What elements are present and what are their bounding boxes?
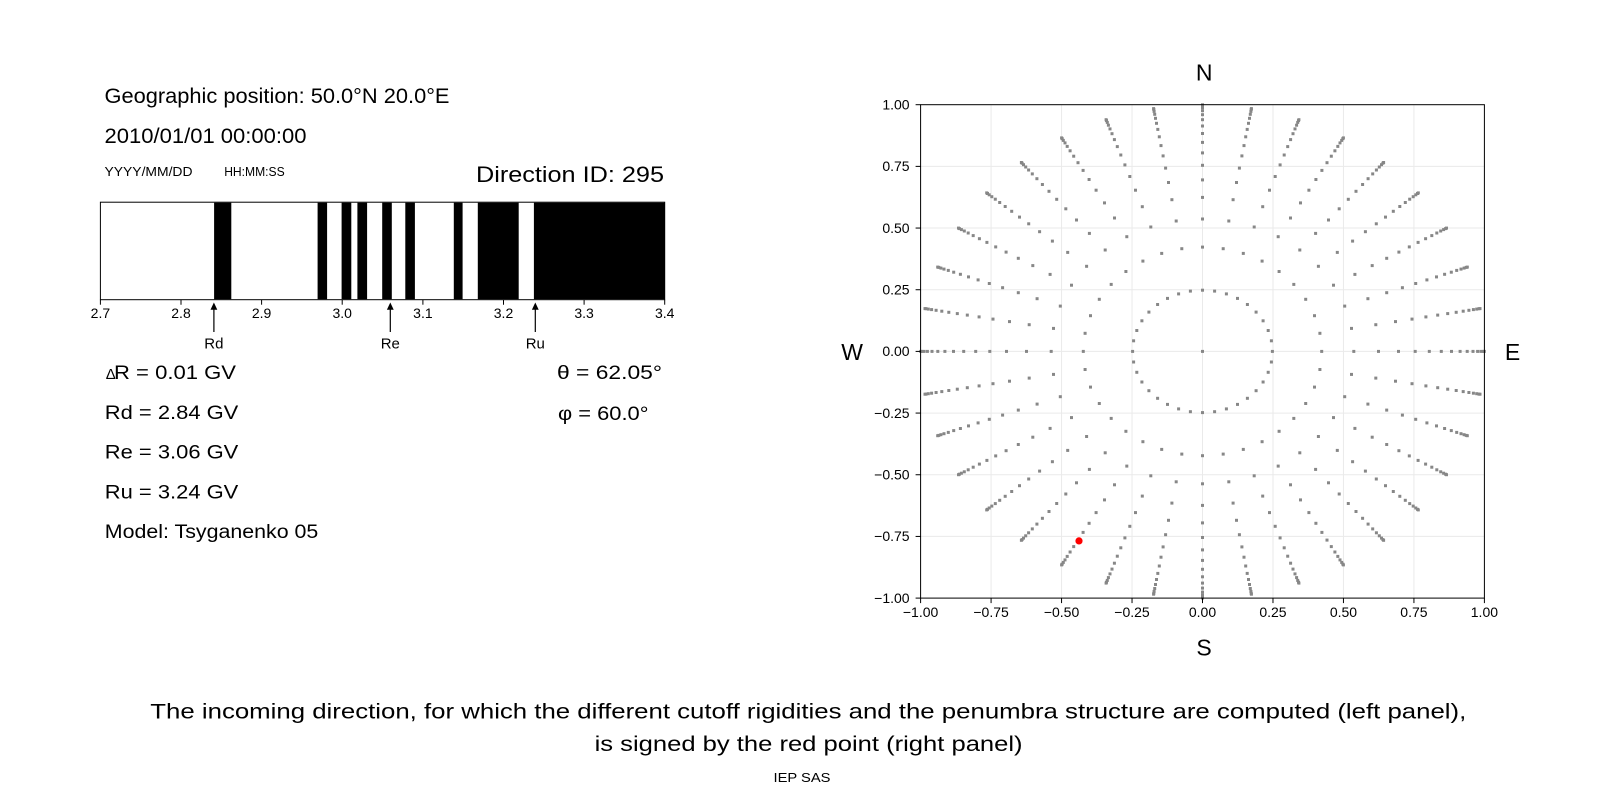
svg-text:YYYY/MM/DD: YYYY/MM/DD	[105, 164, 193, 179]
svg-text:−0.75: −0.75	[973, 604, 1009, 620]
svg-text:0.00: 0.00	[882, 343, 909, 359]
svg-text:−0.75: −0.75	[874, 528, 910, 544]
svg-text:3.1: 3.1	[413, 305, 433, 321]
svg-text:E: E	[1505, 339, 1520, 365]
svg-text:−1.00: −1.00	[874, 590, 910, 606]
svg-text:−1.00: −1.00	[903, 604, 939, 620]
svg-text:2.7: 2.7	[91, 305, 111, 321]
svg-text:HH:MM:SS: HH:MM:SS	[224, 164, 285, 179]
svg-text:0.75: 0.75	[1400, 604, 1427, 620]
svg-text:1.00: 1.00	[882, 97, 909, 113]
svg-text:Ru = 3.24 GV: Ru = 3.24 GV	[105, 482, 239, 503]
svg-text:3.0: 3.0	[332, 305, 352, 321]
svg-text:3.3: 3.3	[574, 305, 594, 321]
svg-text:0.50: 0.50	[882, 220, 909, 236]
svg-text:R = 0.01 GV: R = 0.01 GV	[114, 363, 236, 384]
svg-text:Direction ID: 295: Direction ID: 295	[476, 162, 664, 187]
svg-text:S: S	[1196, 634, 1211, 660]
svg-text:Ru: Ru	[526, 335, 545, 352]
svg-text:φ = 60.0°: φ = 60.0°	[558, 404, 649, 425]
svg-text:The incoming direction, for wh: The incoming direction, for which the di…	[150, 700, 1466, 724]
svg-text:0.00: 0.00	[1189, 604, 1216, 620]
svg-text:0.75: 0.75	[882, 158, 909, 174]
svg-text:Rd: Rd	[204, 335, 223, 352]
svg-text:Re: Re	[381, 335, 400, 352]
svg-text:0.25: 0.25	[1259, 604, 1286, 620]
svg-text:−0.25: −0.25	[874, 405, 910, 421]
svg-text:1.00: 1.00	[1471, 604, 1498, 620]
svg-text:3.4: 3.4	[655, 305, 675, 321]
svg-text:Geographic position: 50.0°N 20: Geographic position: 50.0°N 20.0°E	[105, 85, 450, 108]
svg-text:Model: Tsyganenko 05: Model: Tsyganenko 05	[105, 522, 318, 543]
svg-text:−0.25: −0.25	[1114, 604, 1150, 620]
svg-text:0.25: 0.25	[882, 282, 909, 298]
svg-text:2010/01/01 00:00:00: 2010/01/01 00:00:00	[105, 125, 307, 148]
svg-text:W: W	[841, 339, 863, 365]
svg-text:N: N	[1196, 60, 1213, 86]
svg-text:θ = 62.05°: θ = 62.05°	[557, 363, 662, 384]
svg-text:IEP SAS: IEP SAS	[774, 770, 831, 785]
svg-text:3.2: 3.2	[494, 305, 514, 321]
svg-text:0.50: 0.50	[1330, 604, 1357, 620]
svg-text:Rd = 2.84 GV: Rd = 2.84 GV	[105, 403, 239, 424]
svg-text:is signed by the red point (ri: is signed by the red point (right panel)	[595, 732, 1023, 756]
svg-text:−0.50: −0.50	[1044, 604, 1080, 620]
svg-text:Δ: Δ	[106, 366, 116, 383]
svg-text:−0.50: −0.50	[874, 467, 910, 483]
svg-text:2.9: 2.9	[252, 305, 272, 321]
svg-text:Re = 3.06 GV: Re = 3.06 GV	[105, 443, 239, 464]
svg-text:2.8: 2.8	[171, 305, 191, 321]
